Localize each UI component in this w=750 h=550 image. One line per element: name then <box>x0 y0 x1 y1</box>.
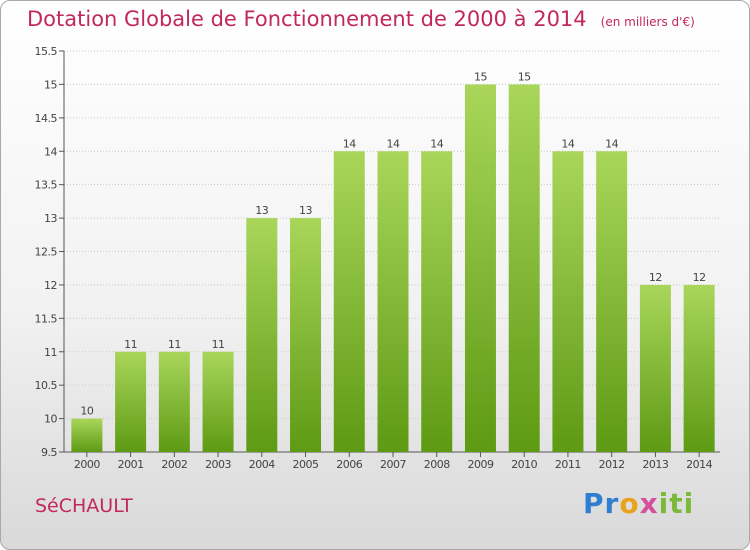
y-tick-label: 10.5 <box>35 379 58 392</box>
bar <box>552 151 584 452</box>
bar <box>333 151 365 452</box>
data-label: 12 <box>649 271 662 284</box>
brand-part-4: iti <box>658 487 695 520</box>
bar <box>508 84 540 453</box>
data-label: 14 <box>343 137 356 150</box>
y-tick-label: 15.5 <box>35 45 58 58</box>
data-label: 14 <box>387 137 400 150</box>
data-label: 14 <box>605 137 618 150</box>
x-tick-label: 2004 <box>249 458 275 471</box>
x-tick-label: 2014 <box>686 458 712 471</box>
x-tick-label: 2000 <box>74 458 100 471</box>
bar <box>202 351 234 452</box>
data-label: 11 <box>124 338 137 351</box>
brand-part-3: x <box>639 487 659 520</box>
data-label: 13 <box>299 204 312 217</box>
commune-name: SéCHAULT <box>35 495 133 517</box>
y-tick-label: 14 <box>44 145 57 158</box>
y-tick-label: 13.5 <box>35 179 58 192</box>
y-tick-label: 10 <box>44 413 57 426</box>
y-tick-label: 12 <box>44 279 57 292</box>
bar <box>464 84 496 453</box>
y-tick-label: 15 <box>44 78 57 91</box>
chart-title-text: Dotation Globale de Fonctionnement de 20… <box>27 7 587 31</box>
data-label: 15 <box>518 70 531 83</box>
y-tick-label: 12.5 <box>35 246 58 259</box>
x-tick-label: 2013 <box>642 458 668 471</box>
x-tick-label: 2006 <box>336 458 362 471</box>
x-tick-label: 2002 <box>161 458 187 471</box>
bar <box>639 284 671 452</box>
y-tick-label: 11.5 <box>35 312 58 325</box>
bar <box>596 151 628 452</box>
y-tick-label: 11 <box>44 346 57 359</box>
bar <box>377 151 409 452</box>
x-tick-label: 2008 <box>424 458 450 471</box>
brand-part-2: o <box>619 487 640 520</box>
data-label: 15 <box>474 70 487 83</box>
x-tick-label: 2003 <box>205 458 231 471</box>
x-tick-label: 2005 <box>293 458 319 471</box>
bar <box>421 151 453 452</box>
data-label: 10 <box>80 405 93 418</box>
brand-part-1: Pr <box>583 487 620 520</box>
bar <box>71 418 103 452</box>
data-label: 11 <box>168 338 181 351</box>
x-tick-label: 2012 <box>599 458 625 471</box>
brand-logo: Proxiti <box>583 487 694 520</box>
x-tick-label: 2001 <box>118 458 144 471</box>
bar <box>683 284 715 452</box>
chart-title: Dotation Globale de Fonctionnement de 20… <box>27 7 695 31</box>
data-label: 12 <box>693 271 706 284</box>
bar <box>158 351 190 452</box>
y-tick-label: 9.5 <box>41 446 57 459</box>
chart-unit: (en milliers d'€) <box>600 15 695 29</box>
bar <box>115 351 147 452</box>
y-tick-label: 14.5 <box>35 112 58 125</box>
data-label: 11 <box>212 338 225 351</box>
x-tick-label: 2011 <box>555 458 581 471</box>
x-tick-label: 2010 <box>511 458 537 471</box>
data-label: 13 <box>255 204 268 217</box>
x-tick-label: 2009 <box>467 458 493 471</box>
data-label: 14 <box>561 137 574 150</box>
x-tick-label: 2007 <box>380 458 406 471</box>
data-label: 14 <box>430 137 443 150</box>
bar <box>290 218 322 452</box>
y-tick-label: 13 <box>44 212 57 225</box>
bar <box>246 218 278 452</box>
